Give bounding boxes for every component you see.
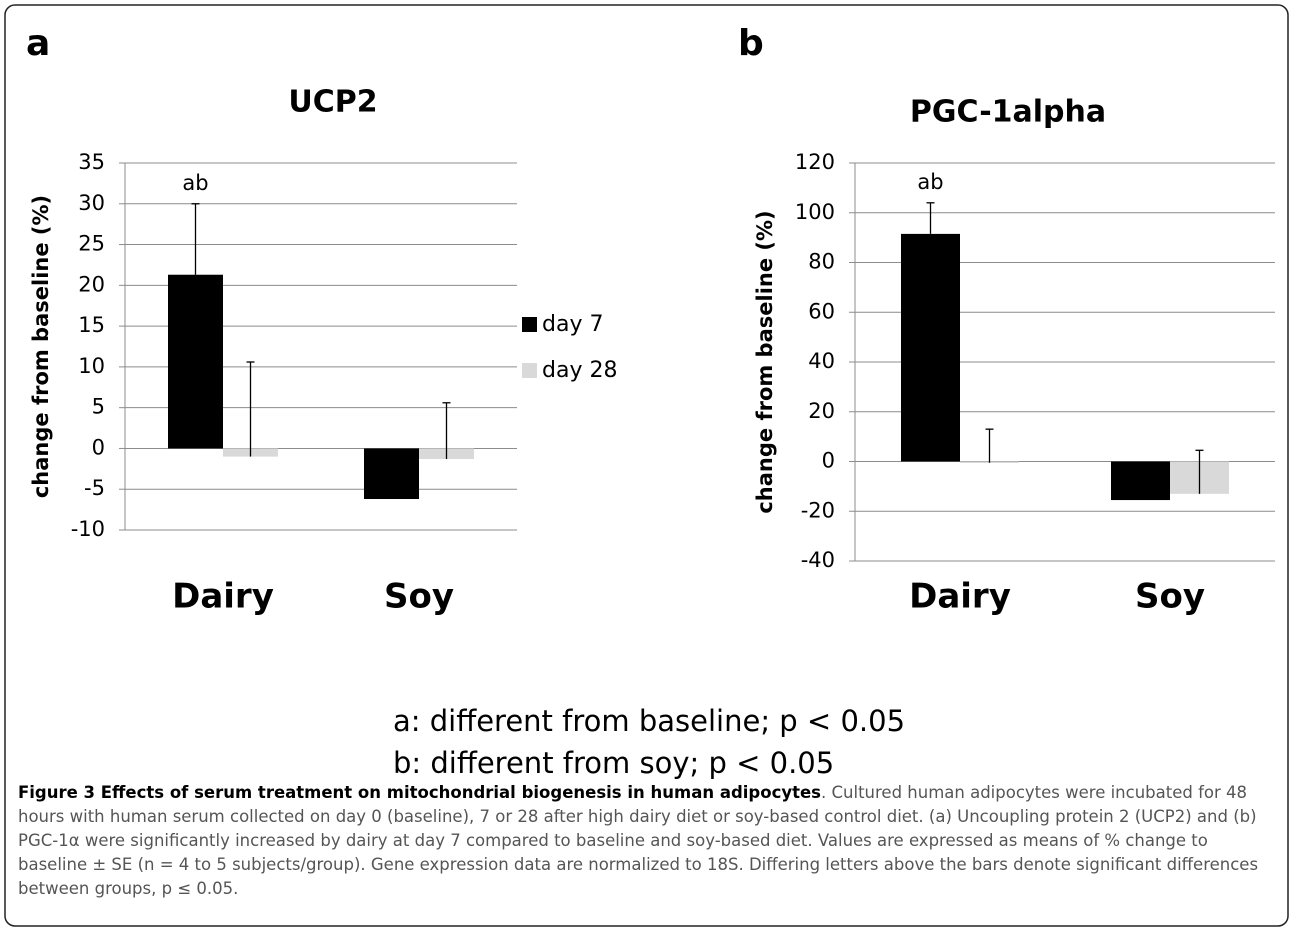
bar: [168, 274, 223, 449]
figure-border: [4, 4, 1289, 927]
legend-swatch: [522, 317, 537, 332]
note: a: different from baseline; p < 0.05: [393, 704, 905, 738]
caption: Figure 3 Effects of serum treatment on m…: [18, 781, 1280, 901]
panel-label: b: [738, 23, 764, 64]
y-tick-label: 100: [795, 200, 835, 224]
y-tick-label: -20: [801, 498, 835, 522]
y-tick-label: 20: [808, 399, 835, 423]
annotation: ab: [917, 170, 943, 194]
y-tick-label: 80: [808, 250, 835, 274]
panel-label: a: [26, 23, 50, 64]
y-tick-label: 60: [808, 299, 835, 323]
y-tick-label: -40: [801, 548, 835, 572]
bar: [1111, 461, 1170, 501]
y-tick-label: 35: [78, 150, 105, 174]
y-tick-label: 15: [78, 313, 105, 337]
y-tick-label: 10: [78, 354, 105, 378]
legend-label: day 7: [542, 312, 603, 337]
y-tick-label: 20: [78, 272, 105, 296]
y-tick-label: 0: [92, 435, 105, 459]
caption-text: . Cultured human adipocytes were incubat…: [18, 783, 1259, 898]
x-tick-label: Dairy: [909, 577, 1011, 617]
y-tick-label: 25: [78, 232, 105, 256]
bar: [901, 233, 960, 462]
x-tick-label: Dairy: [172, 577, 274, 617]
y-axis-label: change from baseline (%): [29, 195, 53, 498]
chart-title: UCP2: [288, 85, 377, 120]
y-axis-label: change from baseline (%): [753, 210, 777, 513]
x-tick-label: Soy: [1135, 577, 1205, 617]
y-tick-label: 30: [78, 191, 105, 215]
y-tick-label: 120: [795, 150, 835, 174]
annotation: ab: [182, 171, 208, 195]
legend-swatch: [522, 363, 537, 378]
x-tick-label: Soy: [384, 577, 454, 617]
note: b: different from soy; p < 0.05: [393, 746, 834, 780]
y-tick-label: 40: [808, 349, 835, 373]
caption-title: Figure 3 Effects of serum treatment on m…: [18, 783, 822, 802]
y-tick-label: -5: [84, 476, 105, 500]
chart-title: PGC-1alpha: [910, 95, 1106, 130]
legend-label: day 28: [542, 358, 617, 383]
y-tick-label: 0: [822, 449, 835, 473]
y-tick-label: -10: [71, 517, 105, 541]
y-tick-label: 5: [92, 395, 105, 419]
bar: [364, 448, 419, 500]
